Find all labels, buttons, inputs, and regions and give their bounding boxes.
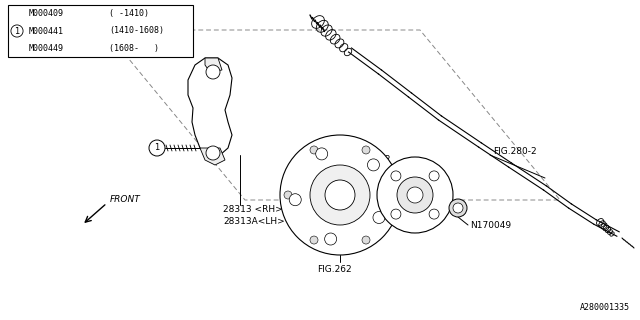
Circle shape (407, 187, 423, 203)
Circle shape (453, 203, 463, 213)
Text: A280001335: A280001335 (580, 303, 630, 312)
Circle shape (310, 236, 318, 244)
Polygon shape (205, 58, 222, 72)
Text: M000409: M000409 (29, 9, 64, 18)
Text: N170049: N170049 (470, 220, 511, 229)
Text: (1608-   ): (1608- ) (109, 44, 159, 53)
Circle shape (280, 135, 400, 255)
Circle shape (362, 146, 370, 154)
Circle shape (373, 212, 385, 223)
Circle shape (324, 233, 337, 245)
Polygon shape (200, 148, 225, 165)
Circle shape (289, 194, 301, 206)
Text: 28365: 28365 (362, 170, 390, 179)
Circle shape (449, 199, 467, 217)
Circle shape (206, 146, 220, 160)
Circle shape (206, 65, 220, 79)
Circle shape (391, 171, 401, 181)
Circle shape (388, 191, 396, 199)
Circle shape (310, 146, 318, 154)
Text: FRONT: FRONT (110, 196, 141, 204)
Text: FIG.262: FIG.262 (317, 266, 351, 275)
Text: 28313 <RH>: 28313 <RH> (223, 205, 283, 214)
Text: 28362: 28362 (362, 156, 390, 164)
Text: 28313A<LH>: 28313A<LH> (223, 218, 285, 227)
Circle shape (316, 148, 328, 160)
Text: 1: 1 (154, 143, 159, 153)
Bar (8, 5, 193, 57)
Text: M000449: M000449 (29, 44, 64, 53)
Polygon shape (188, 58, 232, 155)
Text: ( -1410): ( -1410) (109, 9, 149, 18)
Circle shape (362, 236, 370, 244)
Circle shape (397, 177, 433, 213)
Text: 1: 1 (14, 27, 20, 36)
Circle shape (149, 140, 165, 156)
Circle shape (11, 25, 23, 37)
Circle shape (325, 180, 355, 210)
Circle shape (429, 209, 439, 219)
Circle shape (377, 157, 453, 233)
Text: M000441: M000441 (29, 27, 64, 36)
Circle shape (367, 159, 380, 171)
Text: (1410-1608): (1410-1608) (109, 27, 164, 36)
Circle shape (391, 209, 401, 219)
Circle shape (284, 191, 292, 199)
Circle shape (310, 165, 370, 225)
Text: FIG.280-2: FIG.280-2 (493, 148, 536, 156)
Circle shape (429, 171, 439, 181)
